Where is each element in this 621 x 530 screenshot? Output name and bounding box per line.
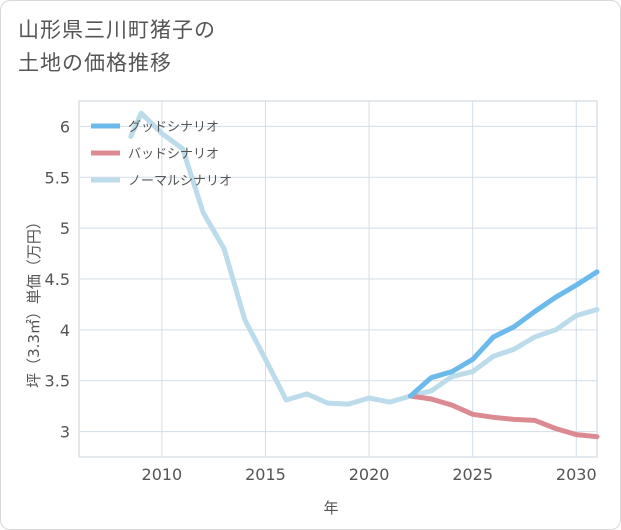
- x-tick-label: 2015: [245, 465, 286, 484]
- x-tick-label: 2020: [349, 465, 390, 484]
- y-tick-label: 5.5: [45, 168, 70, 187]
- x-tick-label: 2030: [556, 465, 597, 484]
- chart-title: 山形県三川町猪子の 土地の価格推移: [18, 14, 216, 80]
- y-tick-label: 6: [60, 117, 70, 136]
- x-axis-label: 年: [323, 499, 338, 517]
- series-lines: [128, 110, 600, 440]
- y-tick-label: 4.5: [45, 270, 70, 289]
- legend-label: グッドシナリオ: [128, 120, 219, 135]
- y-axis-label: 坪（3.3㎡）単価（万円）: [25, 214, 43, 388]
- grid: [78, 100, 598, 458]
- y-tick-label: 3: [60, 423, 70, 442]
- x-axis-ticks: 2010 2015 2020 2025 2030: [142, 465, 597, 484]
- y-tick-label: 4: [60, 321, 70, 340]
- series-line-1: [408, 393, 600, 440]
- legend-label: ノーマルシナリオ: [128, 174, 232, 189]
- legend-label: バッドシナリオ: [128, 147, 219, 162]
- x-tick-label: 2010: [142, 465, 183, 484]
- x-tick-label: 2025: [452, 465, 493, 484]
- y-axis-ticks: 3 3.5 4 4.5 5 5.5 6: [45, 117, 70, 441]
- y-tick-label: 3.5: [45, 372, 70, 391]
- title-line-1: 山形県三川町猪子の: [18, 18, 216, 42]
- series-line-2: [128, 110, 600, 407]
- series-line-0: [408, 269, 600, 399]
- y-tick-label: 5: [60, 219, 70, 238]
- title-line-2: 土地の価格推移: [18, 51, 172, 75]
